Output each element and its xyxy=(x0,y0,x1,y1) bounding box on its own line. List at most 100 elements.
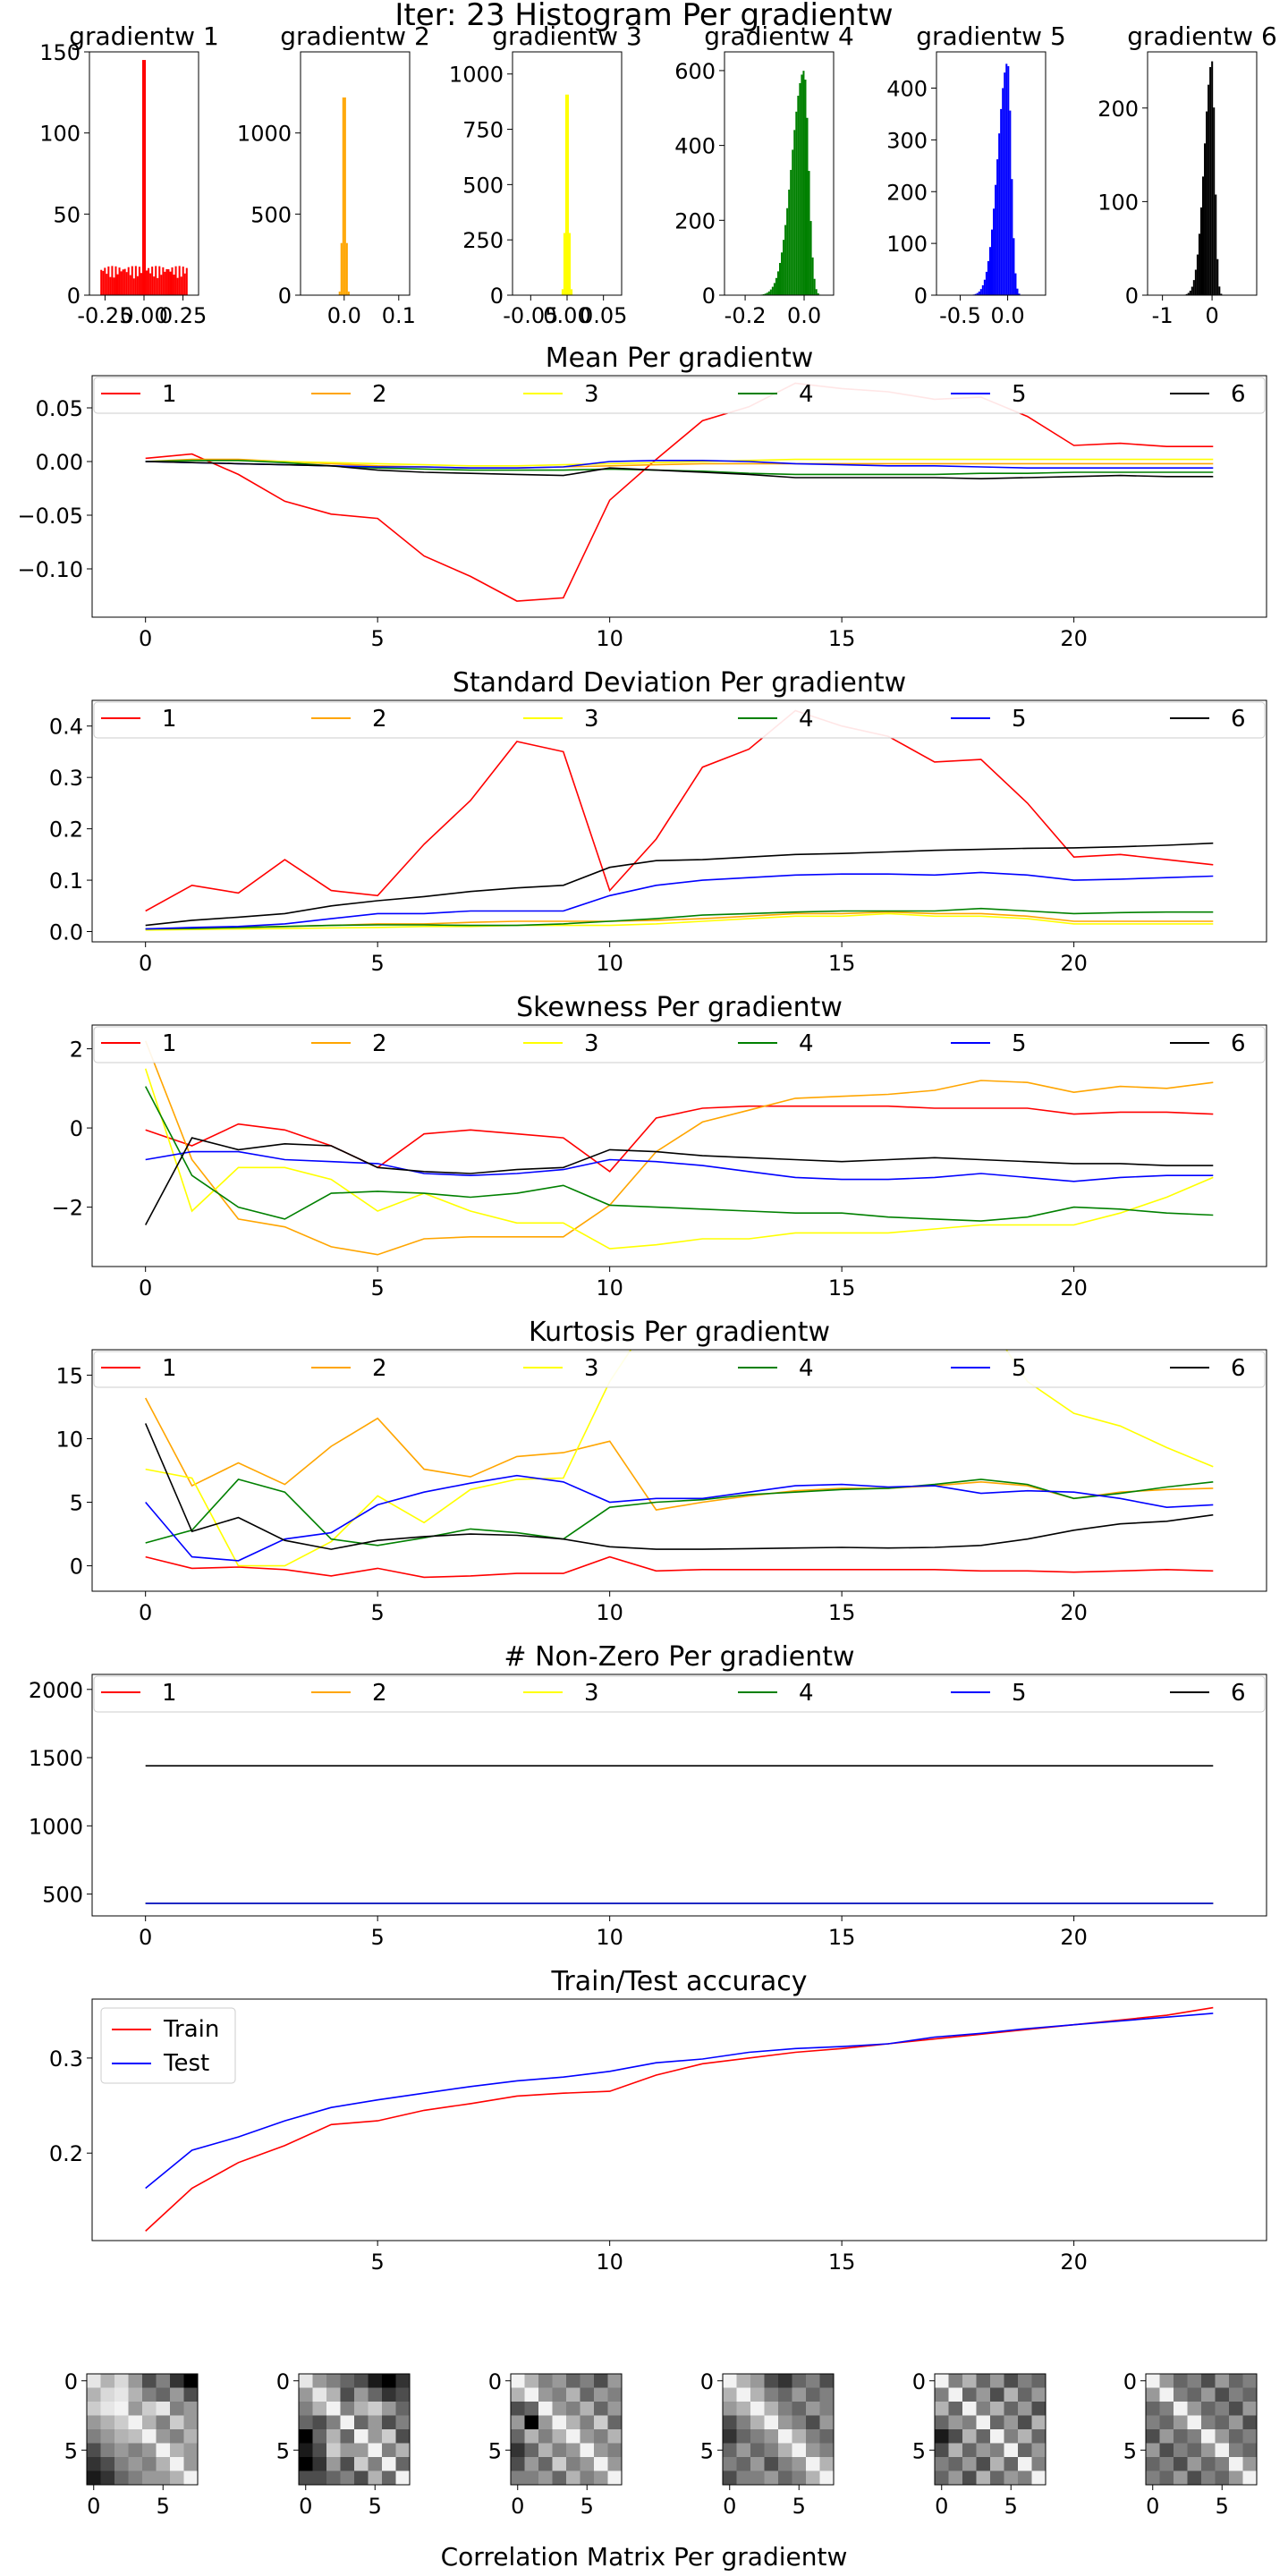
histogram-bar xyxy=(779,262,782,295)
histogram-bar xyxy=(106,274,108,295)
histogram-bar xyxy=(567,94,570,296)
histogram-bar xyxy=(144,60,147,296)
heatmap-cell xyxy=(183,2415,199,2430)
chart-title: Kurtosis Per gradientw xyxy=(529,1317,830,1348)
heatmap-cell xyxy=(87,2429,101,2444)
heatmap-cell xyxy=(382,2443,396,2458)
chart-title: Standard Deviation Per gradientw xyxy=(453,667,906,699)
x-tick-label: 20 xyxy=(1060,2250,1088,2275)
heatmap-cell xyxy=(354,2470,369,2486)
heatmap-cell xyxy=(1159,2470,1174,2486)
legend-label: 2 xyxy=(372,1030,387,1057)
histogram-bar xyxy=(141,60,144,296)
heatmap-frame xyxy=(510,2373,623,2486)
heatmap-cell xyxy=(354,2429,369,2444)
heatmap-cell xyxy=(806,2402,820,2416)
heatmap-cell xyxy=(962,2374,977,2388)
heatmap-cell xyxy=(142,2387,157,2402)
y-tick-label: 0 xyxy=(490,284,504,309)
heatmap-cell xyxy=(750,2387,765,2402)
histogram-frame xyxy=(1147,51,1258,296)
heatmap-cell xyxy=(1018,2470,1032,2486)
histogram-bar xyxy=(162,267,165,295)
y-tick-label: 1000 xyxy=(237,122,292,147)
heatmap-cell xyxy=(326,2429,341,2444)
legend-label: 6 xyxy=(1231,1030,1246,1057)
histogram-6: gradientw 6 0 100 200 -1 0 xyxy=(1097,21,1277,328)
histogram-bar xyxy=(123,268,126,295)
heatmap-cell xyxy=(723,2457,737,2471)
histogram-bar xyxy=(1013,238,1015,295)
heatmap-cell xyxy=(1201,2443,1216,2458)
legend: 1 2 3 4 5 6 xyxy=(93,1675,1266,1713)
legend-box xyxy=(93,1351,1266,1388)
y-tick-label: 0 xyxy=(488,2369,502,2394)
heatmap-cell xyxy=(552,2470,567,2486)
histogram-bar xyxy=(987,260,989,295)
histogram-title: gradientw 5 xyxy=(916,21,1066,51)
histogram-bar xyxy=(100,269,103,295)
heatmap-cell xyxy=(1201,2374,1216,2388)
heatmap-cell xyxy=(566,2415,580,2430)
histogram-bar xyxy=(1014,273,1017,295)
heatmap-cell xyxy=(538,2470,553,2486)
histogram-bar xyxy=(1005,64,1008,296)
y-tick-label: 400 xyxy=(674,134,716,159)
heatmap-cell xyxy=(87,2415,101,2430)
heatmap-cell xyxy=(723,2387,737,2402)
histogram-bar xyxy=(1000,108,1003,295)
heatmap-cell xyxy=(170,2374,184,2388)
heatmap-cell xyxy=(736,2415,751,2430)
series-line-4 xyxy=(145,1478,1214,1546)
heatmap-cell xyxy=(1242,2457,1258,2471)
histogram-bar xyxy=(113,277,115,295)
line-chart-4: Kurtosis Per gradientw 15 10 5 0 0 5 10 15 20 1 2 3 4… xyxy=(55,1317,1267,1625)
legend-label: 3 xyxy=(584,1680,599,1707)
histogram-bar xyxy=(131,266,133,295)
histogram-bar xyxy=(174,266,177,295)
legend-label: 1 xyxy=(162,1030,177,1057)
series-line-2 xyxy=(145,458,1214,470)
heatmap-cell xyxy=(368,2374,383,2388)
heatmap-cell xyxy=(976,2402,991,2416)
legend-label: 4 xyxy=(799,1355,814,1382)
y-tick-label: 5 xyxy=(1123,2438,1137,2463)
x-tick-label: 5 xyxy=(157,2494,170,2519)
heatmap-cell xyxy=(142,2429,157,2444)
y-tick-label: 1500 xyxy=(29,1746,83,1771)
histogram-bar xyxy=(146,270,148,295)
heatmap-cell xyxy=(1201,2429,1216,2444)
x-tick-label: 5 xyxy=(369,2494,382,2519)
heatmap-cell xyxy=(736,2429,751,2444)
histogram-bar xyxy=(104,267,106,295)
x-tick-label: 10 xyxy=(596,2250,623,2275)
y-tick-label: −2 xyxy=(52,1196,83,1221)
heatmap-cell xyxy=(299,2402,313,2416)
heatmap-frame xyxy=(298,2373,411,2486)
heatmap-cell xyxy=(299,2374,313,2388)
heatmap-cell xyxy=(156,2443,171,2458)
heatmap-cell xyxy=(594,2387,608,2402)
heatmap-cell xyxy=(524,2429,539,2444)
histogram-bar xyxy=(993,208,996,295)
y-tick-label: 0.4 xyxy=(49,715,83,740)
histogram-bar xyxy=(111,266,114,295)
histogram-bar xyxy=(1215,194,1217,295)
heatmap-cell xyxy=(326,2443,341,2458)
histogram-bar xyxy=(808,171,810,295)
heatmap-cell xyxy=(340,2429,355,2444)
heatmap-cell xyxy=(764,2374,779,2388)
legend-label: 1 xyxy=(162,706,177,733)
heatmap-cell xyxy=(354,2443,369,2458)
heatmap-cell xyxy=(736,2457,751,2471)
histogram-bar xyxy=(1196,254,1199,295)
heatmap-cell xyxy=(764,2457,779,2471)
x-tick-label: 0.25 xyxy=(159,303,207,328)
heatmap-cell xyxy=(340,2443,355,2458)
histogram-title: gradientw 1 xyxy=(69,21,219,51)
y-tick-label: 100 xyxy=(886,232,928,257)
heatmap-cell xyxy=(1215,2387,1230,2402)
y-tick-label: 150 xyxy=(39,40,80,65)
heatmap-cell xyxy=(395,2457,411,2471)
heatmap-cell xyxy=(723,2415,737,2430)
